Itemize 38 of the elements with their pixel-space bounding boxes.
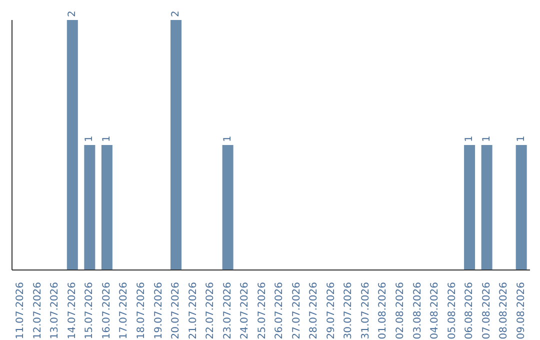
x-tick-label: 17.07.2026	[118, 282, 130, 340]
x-tick-label: 31.07.2026	[360, 282, 372, 340]
x-tick-label: 07.08.2026	[481, 282, 492, 340]
x-tick-label: 09.08.2026	[516, 282, 527, 340]
x-tick-label: 22.07.2026	[205, 282, 216, 340]
data-label: 1	[481, 136, 492, 142]
x-tick-label: 28.07.2026	[308, 282, 320, 340]
x-tick-label: 15.07.2026	[84, 282, 96, 340]
data-label: 1	[84, 136, 96, 142]
x-tick-label: 25.07.2026	[256, 282, 268, 340]
x-tick-label: 01.08.2026	[378, 282, 389, 340]
data-label: 1	[101, 136, 112, 142]
x-tick-label: 23.07.2026	[222, 282, 234, 340]
x-tick-label: 08.08.2026	[498, 282, 510, 340]
x-tick-label: 14.07.2026	[66, 282, 78, 340]
x-tick-label: 19.07.2026	[153, 282, 164, 340]
x-tick-label: 16.07.2026	[101, 282, 112, 340]
x-tick-label: 29.07.2026	[326, 282, 337, 340]
x-tick-label: 24.07.2026	[240, 282, 251, 340]
data-label: 2	[170, 10, 182, 17]
x-tick-label: 02.08.2026	[395, 282, 406, 340]
data-label: 1	[222, 136, 234, 142]
x-tick-label: 27.07.2026	[291, 282, 302, 340]
x-tick-label: 06.08.2026	[464, 282, 476, 340]
x-tick-label: 03.08.2026	[412, 282, 424, 340]
x-tick-label: 12.07.2026	[32, 282, 44, 340]
x-tick-label: 18.07.2026	[136, 282, 147, 340]
x-tick-label: 04.08.2026	[430, 282, 441, 340]
data-label: 1	[516, 136, 527, 142]
x-tick-label: 05.08.2026	[446, 282, 458, 340]
x-tick-label: 20.07.2026	[170, 282, 182, 340]
x-tick-label: 13.07.2026	[50, 282, 61, 340]
x-tick-label: 26.07.2026	[274, 282, 286, 340]
x-tick-label: 11.07.2026	[15, 282, 26, 340]
x-tick-label: 30.07.2026	[343, 282, 354, 340]
x-tick-label: 21.07.2026	[188, 282, 199, 340]
data-label: 2	[66, 10, 78, 17]
data-label: 1	[464, 136, 476, 142]
